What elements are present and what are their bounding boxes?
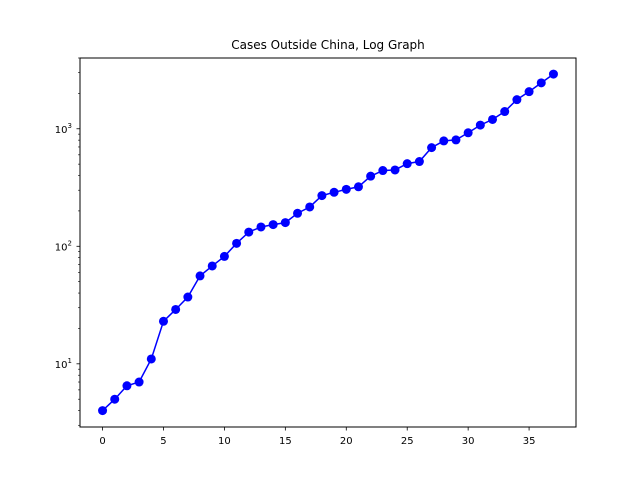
data-point <box>134 377 144 387</box>
data-point <box>536 78 546 88</box>
data-point <box>500 107 510 117</box>
y-tick-label-exponent: 1 <box>68 357 72 365</box>
data-point <box>427 143 437 153</box>
data-point <box>439 136 449 146</box>
data-point <box>305 202 315 212</box>
data-point <box>280 218 290 228</box>
data-point <box>512 95 522 105</box>
y-tick-label-exponent: 2 <box>68 239 72 247</box>
data-point <box>524 87 534 97</box>
y-tick-label-base: 10 <box>55 125 68 136</box>
x-tick-label: 20 <box>340 436 353 447</box>
data-point <box>98 406 108 416</box>
y-tick-label-exponent: 3 <box>68 122 72 130</box>
data-point <box>475 120 485 130</box>
data-point <box>329 187 339 197</box>
data-point <box>341 184 351 194</box>
x-tick-label: 10 <box>218 436 231 447</box>
data-point <box>317 191 327 201</box>
data-point <box>548 69 558 79</box>
data-point <box>146 354 156 364</box>
data-point <box>293 208 303 218</box>
x-tick-label: 35 <box>523 436 536 447</box>
data-point <box>268 220 278 230</box>
data-point <box>390 165 400 175</box>
data-point <box>378 166 388 176</box>
data-point <box>195 271 205 281</box>
data-point <box>110 394 120 404</box>
data-point <box>463 128 473 138</box>
y-tick-label: 103 <box>55 122 72 136</box>
data-point <box>122 381 132 391</box>
data-point <box>451 135 461 145</box>
data-point <box>402 159 412 169</box>
x-tick-label: 30 <box>462 436 475 447</box>
data-point <box>232 238 242 248</box>
data-point <box>353 182 363 192</box>
data-point <box>158 316 168 326</box>
data-point <box>219 251 229 261</box>
x-tick-label: 15 <box>279 436 292 447</box>
axes-frame <box>79 57 577 428</box>
data-point <box>244 227 254 237</box>
data-point <box>366 171 376 181</box>
y-tick-label: 102 <box>55 239 72 253</box>
data-point <box>183 292 193 302</box>
y-tick-label-base: 10 <box>55 242 68 253</box>
x-tick-label: 5 <box>160 436 166 447</box>
x-tick-label: 0 <box>99 436 105 447</box>
data-point <box>171 304 181 314</box>
data-point <box>414 157 424 167</box>
data-point <box>256 222 266 232</box>
y-tick-label-base: 10 <box>55 360 68 371</box>
chart-title: Cases Outside China, Log Graph <box>231 38 425 52</box>
data-point <box>207 261 217 271</box>
x-tick-label: 25 <box>401 436 414 447</box>
data-point <box>488 114 498 124</box>
y-tick-label: 101 <box>55 357 72 371</box>
